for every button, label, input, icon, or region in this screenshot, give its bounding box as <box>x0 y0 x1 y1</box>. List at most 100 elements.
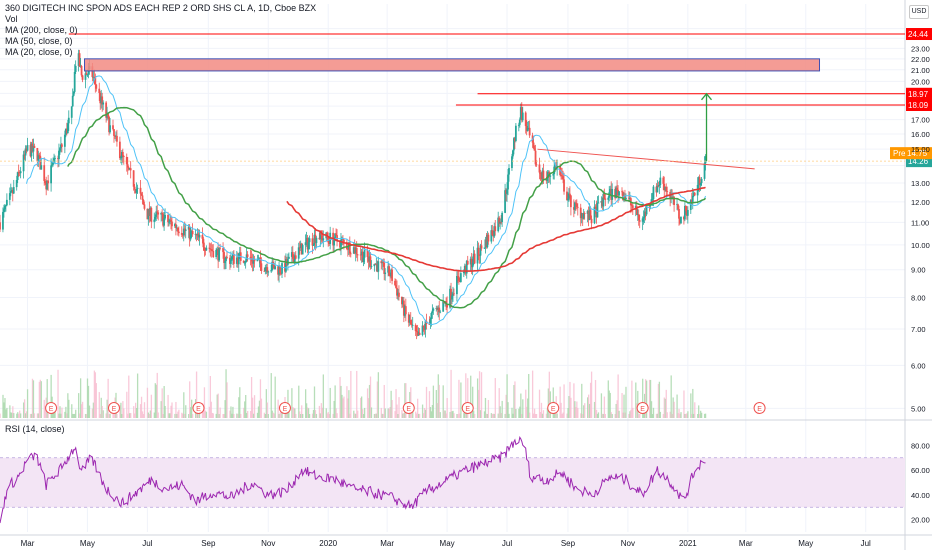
volume-bar <box>486 413 489 418</box>
candle-body <box>360 251 363 256</box>
candle-body <box>570 195 572 208</box>
volume-bar <box>436 403 438 418</box>
candle-body <box>637 214 640 221</box>
ma200-line <box>286 186 706 272</box>
volume-bar <box>11 412 13 418</box>
volume-bar <box>135 408 138 418</box>
candle-body <box>102 102 105 105</box>
candle-body <box>53 158 55 161</box>
candle-body <box>494 226 497 232</box>
candle-body <box>390 269 392 277</box>
candle-body <box>175 227 178 229</box>
candle-body <box>205 247 208 251</box>
candle-body <box>477 247 480 256</box>
level-tag-label-0: 24.44 <box>908 30 929 39</box>
target-arrow-head <box>701 92 713 101</box>
candle-body <box>423 327 426 330</box>
legend-ma200: MA (200, close, 0) <box>5 25 78 35</box>
volume-bar <box>435 390 437 418</box>
volume-bar <box>443 410 445 418</box>
volume-bar <box>621 393 623 418</box>
candle-body <box>610 188 613 200</box>
volume-bar <box>506 374 508 418</box>
candle-body <box>3 209 5 212</box>
candle-body <box>335 233 337 236</box>
volume-bar <box>188 413 190 418</box>
volume-bar <box>71 404 73 418</box>
candle-body <box>174 224 176 227</box>
candle-body <box>618 191 620 196</box>
candle-body <box>370 266 373 267</box>
currency-badge[interactable]: USD <box>909 5 929 19</box>
legend-ma50: MA (50, close, 0) <box>5 36 73 46</box>
candle-body <box>648 205 651 207</box>
volume-bar <box>680 412 682 418</box>
candle-body <box>528 127 531 136</box>
volume-bar <box>129 413 131 418</box>
earnings-icon-label: E <box>283 406 288 413</box>
time-tick-label: Mar <box>739 539 753 548</box>
volume-bar <box>665 389 667 418</box>
volume-bar <box>527 398 529 418</box>
candle-body <box>692 192 695 196</box>
candle-body <box>462 271 465 274</box>
candle-body <box>126 164 129 168</box>
volume-bar <box>334 385 336 418</box>
volume-bar <box>306 407 309 418</box>
volume-bar <box>302 413 304 418</box>
last-price-label: 14.26 <box>908 157 929 166</box>
candle-body <box>452 293 454 296</box>
price-tick-label: 15.00 <box>911 145 930 154</box>
candle-body <box>568 193 570 199</box>
volume-series <box>0 369 707 418</box>
candle-body <box>388 266 391 276</box>
candle-body <box>539 172 542 174</box>
rsi-tick-label: 20.00 <box>911 516 930 525</box>
volume-bar <box>215 413 217 418</box>
candle-body <box>40 165 43 170</box>
candle-body <box>472 253 475 263</box>
candle-body <box>686 209 689 216</box>
candle-body <box>18 172 21 174</box>
volume-bar <box>272 412 274 418</box>
candle-body <box>319 230 322 240</box>
volume-bar <box>459 413 461 418</box>
volume-bar <box>559 386 561 418</box>
volume-bar <box>85 414 88 418</box>
volume-bar <box>362 413 365 418</box>
volume-bar <box>361 409 364 418</box>
earnings-icon <box>461 402 474 414</box>
candle-body <box>679 218 681 224</box>
candle-body <box>278 266 280 275</box>
candle-body <box>46 180 49 190</box>
volume-bar <box>154 383 156 418</box>
candle-body <box>368 256 371 262</box>
volume-bar <box>307 408 310 418</box>
volume-bar <box>174 413 176 418</box>
candle-body <box>270 270 273 272</box>
level-tag-0 <box>906 28 932 41</box>
candle-body <box>596 202 599 218</box>
volume-bar <box>181 412 183 418</box>
candle-body <box>575 203 578 207</box>
volume-bar <box>458 379 460 418</box>
candle-body <box>113 129 115 136</box>
level-tag-1 <box>906 87 932 100</box>
volume-bar <box>120 402 122 418</box>
volume-bar <box>319 413 322 418</box>
candle-body <box>524 112 527 127</box>
candle-body <box>587 210 590 220</box>
candle-body <box>260 263 263 271</box>
volume-bar <box>431 404 434 418</box>
volume-bar <box>538 389 541 418</box>
candle-body <box>602 193 605 207</box>
candle-body <box>611 189 614 200</box>
volume-bar <box>644 379 647 418</box>
candle-body <box>703 163 706 179</box>
candle-body <box>258 257 261 260</box>
candle-body <box>243 262 246 264</box>
volume-bar <box>479 410 482 418</box>
candle-body <box>339 240 341 248</box>
